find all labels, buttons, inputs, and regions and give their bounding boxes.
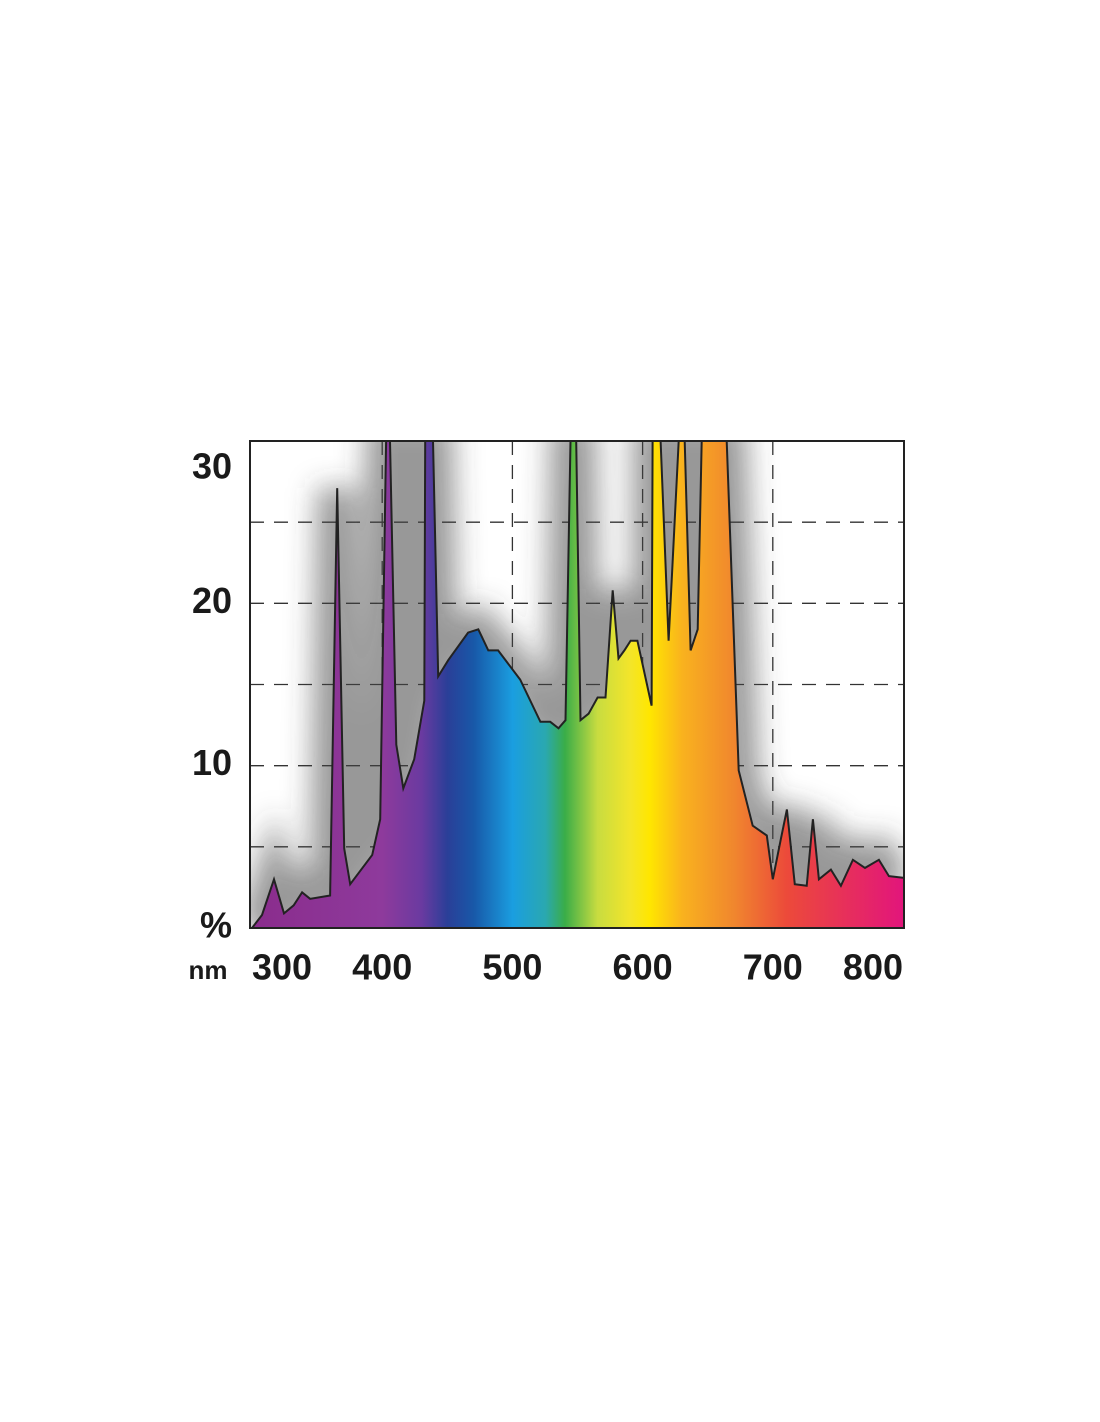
x-tick-label: 600 xyxy=(613,947,673,988)
x-tick-label: 300 xyxy=(252,947,312,988)
x-tick-label: 700 xyxy=(743,947,803,988)
x-tick-label: 800 xyxy=(843,947,903,988)
x-unit: nm xyxy=(189,955,228,985)
series xyxy=(250,441,904,928)
y-tick-label: % xyxy=(200,905,232,946)
x-tick-label: 400 xyxy=(352,947,412,988)
labels: % 10 20 30 300 400 500 600 700 800 xyxy=(192,446,903,988)
area xyxy=(252,441,903,928)
y-tick-label: 20 xyxy=(192,580,232,621)
plot-frame xyxy=(249,440,905,929)
y-tick-label: 10 xyxy=(192,742,232,783)
x-tick-label: 500 xyxy=(482,947,542,988)
y-tick-label: 30 xyxy=(192,446,232,487)
line xyxy=(251,441,904,928)
